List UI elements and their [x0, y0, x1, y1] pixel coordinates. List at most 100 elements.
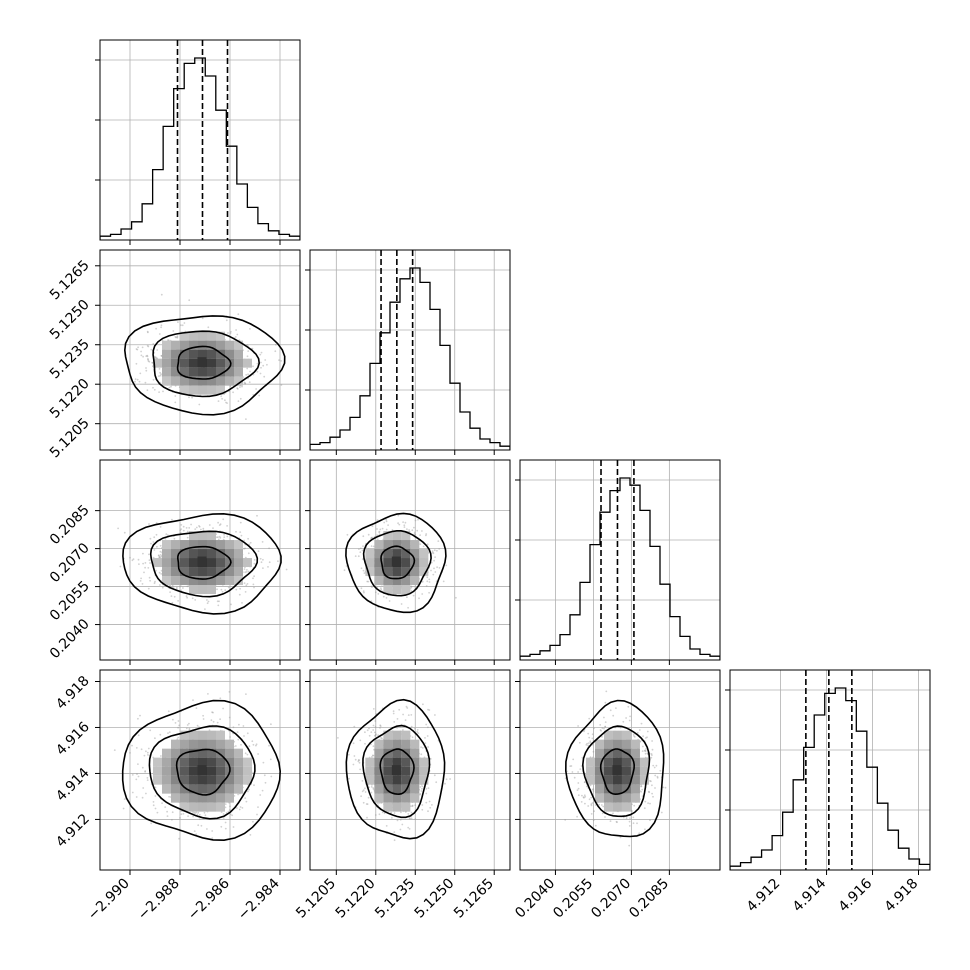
scatter-point [137, 775, 140, 778]
scatter-point [370, 731, 373, 733]
scatter-point [362, 789, 365, 791]
density-cell [225, 576, 234, 586]
scatter-point [158, 556, 161, 559]
density-cell [243, 766, 252, 776]
scatter-point [178, 724, 181, 727]
scatter-point [426, 580, 429, 583]
scatter-point [590, 804, 593, 807]
scatter-point [418, 597, 420, 600]
scatter-point [150, 542, 152, 545]
density-cell [216, 748, 225, 758]
scatter-point [245, 800, 248, 803]
density-cell [207, 340, 216, 350]
scatter-point [182, 587, 184, 589]
scatter-point [180, 813, 183, 816]
scatter-point [237, 313, 240, 316]
scatter-point [424, 742, 427, 744]
scatter-point [421, 787, 423, 790]
scatter-point [142, 552, 144, 555]
scatter-point [192, 699, 194, 701]
scatter-point [222, 518, 225, 521]
density-cell [180, 739, 189, 749]
scatter-point [232, 726, 235, 729]
scatter-point [146, 354, 149, 357]
scatter-point [346, 533, 349, 536]
scatter-point [185, 595, 188, 597]
scatter-point [226, 535, 229, 538]
density-cell [216, 567, 225, 577]
scatter-point [148, 553, 150, 556]
scatter-point [262, 364, 265, 367]
density-cell [365, 757, 375, 767]
scatter-point [409, 805, 412, 808]
scatter-point [238, 808, 241, 811]
density-cell [180, 558, 189, 568]
scatter-point [224, 589, 227, 592]
density-cell [365, 766, 375, 776]
scatter-point [159, 733, 162, 736]
scatter-point [166, 815, 169, 817]
density-cell [216, 802, 225, 812]
scatter-point [426, 576, 429, 579]
scatter-point [371, 586, 373, 588]
density-cell [180, 730, 189, 740]
density-cell [189, 730, 198, 740]
density-cell [162, 367, 171, 377]
scatter-point [206, 602, 209, 605]
density-cell [225, 358, 234, 368]
scatter-point [249, 541, 252, 544]
scatter-point [259, 557, 262, 560]
scatter-point [182, 529, 185, 532]
scatter-point [427, 726, 429, 729]
density-cell [225, 540, 234, 550]
scatter-point [219, 697, 222, 700]
scatter-point [177, 726, 180, 729]
scatter-point [445, 778, 448, 781]
scatter-point [180, 528, 183, 530]
scatter-point [404, 521, 407, 524]
density-cell [207, 376, 216, 386]
scatter-point [202, 718, 205, 720]
scatter-point [96, 370, 98, 372]
density-cell [207, 784, 216, 794]
scatter-point [135, 348, 138, 350]
scatter-point [406, 596, 408, 599]
scatter-point [147, 747, 150, 750]
density-cell [198, 549, 207, 559]
scatter-point [433, 774, 436, 777]
density-cell [180, 540, 189, 550]
scatter-point [146, 751, 149, 754]
panel-frame [519, 459, 721, 661]
scatter-point [243, 539, 246, 542]
scatter-point [224, 827, 227, 830]
density-cell [401, 567, 411, 577]
scatter-point [151, 361, 154, 364]
scatter-point [399, 818, 402, 821]
scatter-point [376, 519, 379, 521]
scatter-point [353, 755, 356, 757]
scatter-point [243, 381, 246, 384]
scatter-point [148, 523, 150, 525]
scatter-point [223, 533, 226, 536]
scatter-point [229, 813, 232, 816]
scatter-point [154, 580, 156, 583]
density-cell [401, 558, 411, 568]
scatter-point [255, 388, 257, 390]
scatter-point [243, 547, 246, 550]
scatter-point [428, 581, 431, 583]
density-cell [171, 376, 180, 386]
density-cell [392, 739, 402, 749]
scatter-point [218, 535, 221, 538]
scatter-point [174, 395, 177, 397]
density-cell [392, 802, 402, 812]
contour-line-0 [176, 545, 232, 580]
scatter-point [247, 537, 250, 540]
scatter-point [173, 537, 176, 540]
scatter-point [262, 558, 264, 561]
scatter-point [381, 811, 384, 814]
density-cell [234, 757, 243, 767]
scatter-point [160, 324, 163, 327]
scatter-point [177, 321, 179, 323]
scatter-point [247, 552, 250, 555]
scatter-point [145, 355, 148, 357]
